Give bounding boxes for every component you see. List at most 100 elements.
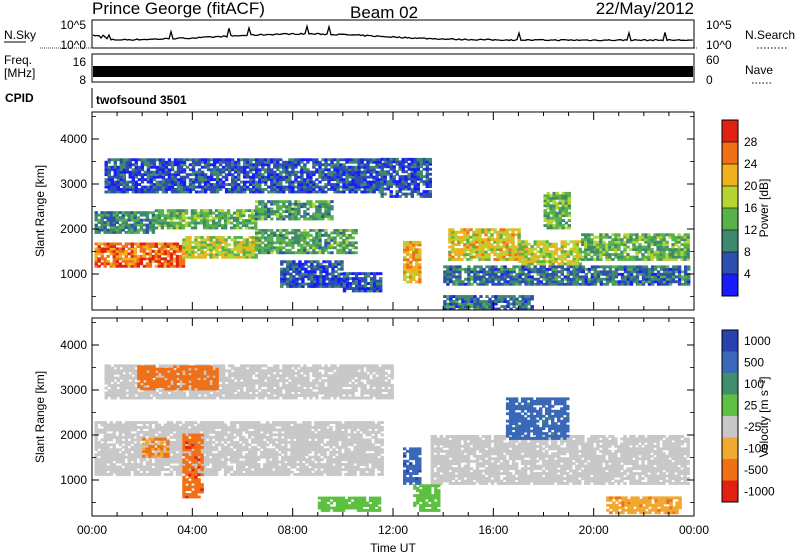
power-cell-2433 xyxy=(366,190,370,194)
velocity-cell-169 xyxy=(121,460,125,464)
power-cell-318 xyxy=(209,243,213,247)
power-cell-150 xyxy=(148,252,153,256)
power-cell-4000 xyxy=(611,280,616,284)
power-cell-130 xyxy=(142,264,147,268)
power-cell-4201 xyxy=(546,199,550,203)
power-cell-2186 xyxy=(300,168,304,172)
power-cell-1712 xyxy=(176,183,181,186)
power-cell-2782 xyxy=(407,172,411,176)
power-cell-3640 xyxy=(446,265,450,269)
velocity-cell-90 xyxy=(106,428,110,432)
power-cell-1435 xyxy=(104,160,108,164)
velocity-cell-300 xyxy=(142,433,147,437)
power-cell-1088 xyxy=(261,202,265,206)
power-cell-958 xyxy=(202,216,207,220)
power-cell-2828 xyxy=(416,160,420,164)
power-cell-2249 xyxy=(318,170,322,174)
power-cell-570 xyxy=(303,236,307,240)
power-cell-3422 xyxy=(620,255,624,259)
power-cell-313 xyxy=(209,255,213,259)
power-cell-2308 xyxy=(336,190,340,194)
power-cell-480 xyxy=(270,246,274,250)
power-cell-1940 xyxy=(237,173,241,177)
velocity-cell-336 xyxy=(148,433,153,437)
power-cell-2650 xyxy=(415,243,419,247)
power-cell-1148 xyxy=(291,210,295,213)
power-cell-2696 xyxy=(386,182,390,186)
power-cell-1793 xyxy=(197,170,202,174)
power-cell-111 xyxy=(133,252,137,256)
power-cell-1074 xyxy=(255,200,259,204)
power-cell-2393 xyxy=(354,160,358,164)
power-cell-428 xyxy=(254,255,258,259)
power-cell-4420 xyxy=(518,302,522,306)
power-cell-1650 xyxy=(161,185,166,189)
power-cell-2571 xyxy=(375,282,380,285)
power-cell-2955 xyxy=(469,248,473,251)
velocity-cell-239 xyxy=(133,465,137,469)
power-cell-3446 xyxy=(629,255,633,259)
power-cell-1079 xyxy=(258,207,262,211)
power-cell-3505 xyxy=(650,258,654,261)
power-cell-2074 xyxy=(273,185,277,189)
power-cell-1330 xyxy=(310,265,314,269)
power-cell-4409 xyxy=(512,305,516,308)
power-cell-1753 xyxy=(185,158,190,162)
power-cell-1358 xyxy=(319,270,323,274)
power-cell-2469 xyxy=(375,188,379,191)
power-cell-3826 xyxy=(530,267,534,271)
power-cell-1690 xyxy=(170,180,175,184)
power-cell-1911 xyxy=(231,185,235,189)
power-cell-1524 xyxy=(128,180,132,184)
power-cell-1359 xyxy=(319,267,323,271)
power-cell-1019 xyxy=(233,224,237,227)
power-cell-1969 xyxy=(246,185,250,189)
power-cell-1166 xyxy=(300,215,304,218)
power-cell-3309 xyxy=(581,233,585,237)
power-cell-1326 xyxy=(310,275,314,278)
power-cell-19 xyxy=(100,254,104,258)
power-cell-1104 xyxy=(270,210,274,213)
power-cell-2223 xyxy=(312,190,316,194)
power-cell-1508 xyxy=(122,163,126,167)
velocity-cell-9 xyxy=(94,448,98,452)
power-cell-406 xyxy=(245,248,249,252)
power-cell-763 xyxy=(118,228,122,232)
power-cell-4414 xyxy=(515,307,519,311)
velocity-cell-56 xyxy=(103,468,107,471)
power-cell-4135 xyxy=(668,280,673,284)
power-cell-3426 xyxy=(620,240,624,244)
power-cell-474 xyxy=(267,238,271,242)
power-cell-1742 xyxy=(182,170,187,174)
power-cell-3563 xyxy=(668,255,672,259)
power-cell-2841 xyxy=(422,195,426,198)
power-cell-944 xyxy=(196,221,201,225)
power-cell-3168 xyxy=(527,250,531,254)
power-cell-1232 xyxy=(280,282,284,286)
power-cell-3752 xyxy=(500,277,504,281)
velocity-cell-133 xyxy=(115,460,119,464)
power-cell-2888 xyxy=(448,228,452,232)
power-cell-358 xyxy=(224,243,228,247)
velocity-cell-145 xyxy=(115,421,119,424)
power-cell-4142 xyxy=(671,277,676,281)
power-cell-1512 xyxy=(125,188,129,191)
power-cell-2509 xyxy=(348,284,353,288)
power-cell-2532 xyxy=(357,277,362,280)
power-cell-3545 xyxy=(662,253,666,256)
power-cell-3634 xyxy=(446,280,450,284)
power-cell-3662 xyxy=(458,282,462,286)
power-cell-4024 xyxy=(620,265,625,269)
power-cell-641 xyxy=(333,241,337,245)
power-cell-3140 xyxy=(518,247,522,251)
power-cell-2410 xyxy=(360,183,364,186)
power-cell-3985 xyxy=(605,282,610,286)
power-cell-586 xyxy=(309,229,313,232)
power-cell-1282 xyxy=(295,277,299,281)
power-cell-4261 xyxy=(561,211,565,215)
power-cell-612 xyxy=(318,231,322,235)
power-cell-3229 xyxy=(551,260,555,263)
power-cell-3277 xyxy=(572,262,576,266)
power-cell-3098 xyxy=(508,238,512,242)
power-cell-1204 xyxy=(318,200,322,204)
